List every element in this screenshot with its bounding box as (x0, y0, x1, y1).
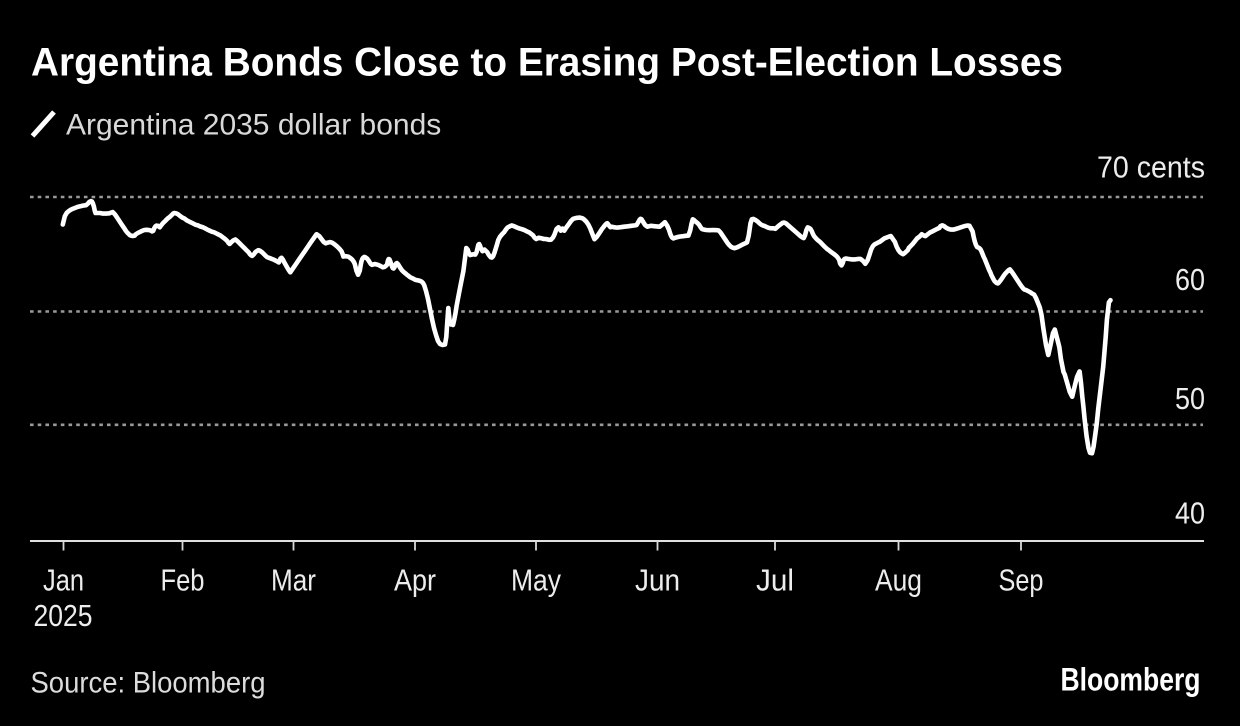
svg-text:Bloomberg: Bloomberg (1061, 662, 1201, 698)
svg-text:Jan: Jan (43, 564, 84, 598)
svg-text:40: 40 (1175, 496, 1205, 531)
svg-text:Argentina 2035 dollar bonds: Argentina 2035 dollar bonds (66, 109, 441, 142)
svg-text:Sep: Sep (999, 564, 1044, 598)
svg-text:60: 60 (1175, 262, 1205, 297)
svg-text:Aug: Aug (875, 564, 922, 598)
svg-text:May: May (511, 564, 562, 598)
svg-text:Jun: Jun (635, 564, 680, 598)
svg-text:2025: 2025 (34, 599, 93, 633)
svg-text:Feb: Feb (161, 564, 205, 598)
svg-text:Argentina Bonds Close to Erasi: Argentina Bonds Close to Erasing Post-El… (31, 40, 1063, 84)
svg-text:50: 50 (1175, 381, 1205, 416)
svg-text:Mar: Mar (271, 564, 316, 598)
svg-text:70 cents: 70 cents (1097, 150, 1205, 185)
svg-text:Jul: Jul (756, 564, 794, 598)
svg-text:Apr: Apr (394, 564, 436, 598)
svg-text:Source: Bloomberg: Source: Bloomberg (31, 667, 266, 700)
